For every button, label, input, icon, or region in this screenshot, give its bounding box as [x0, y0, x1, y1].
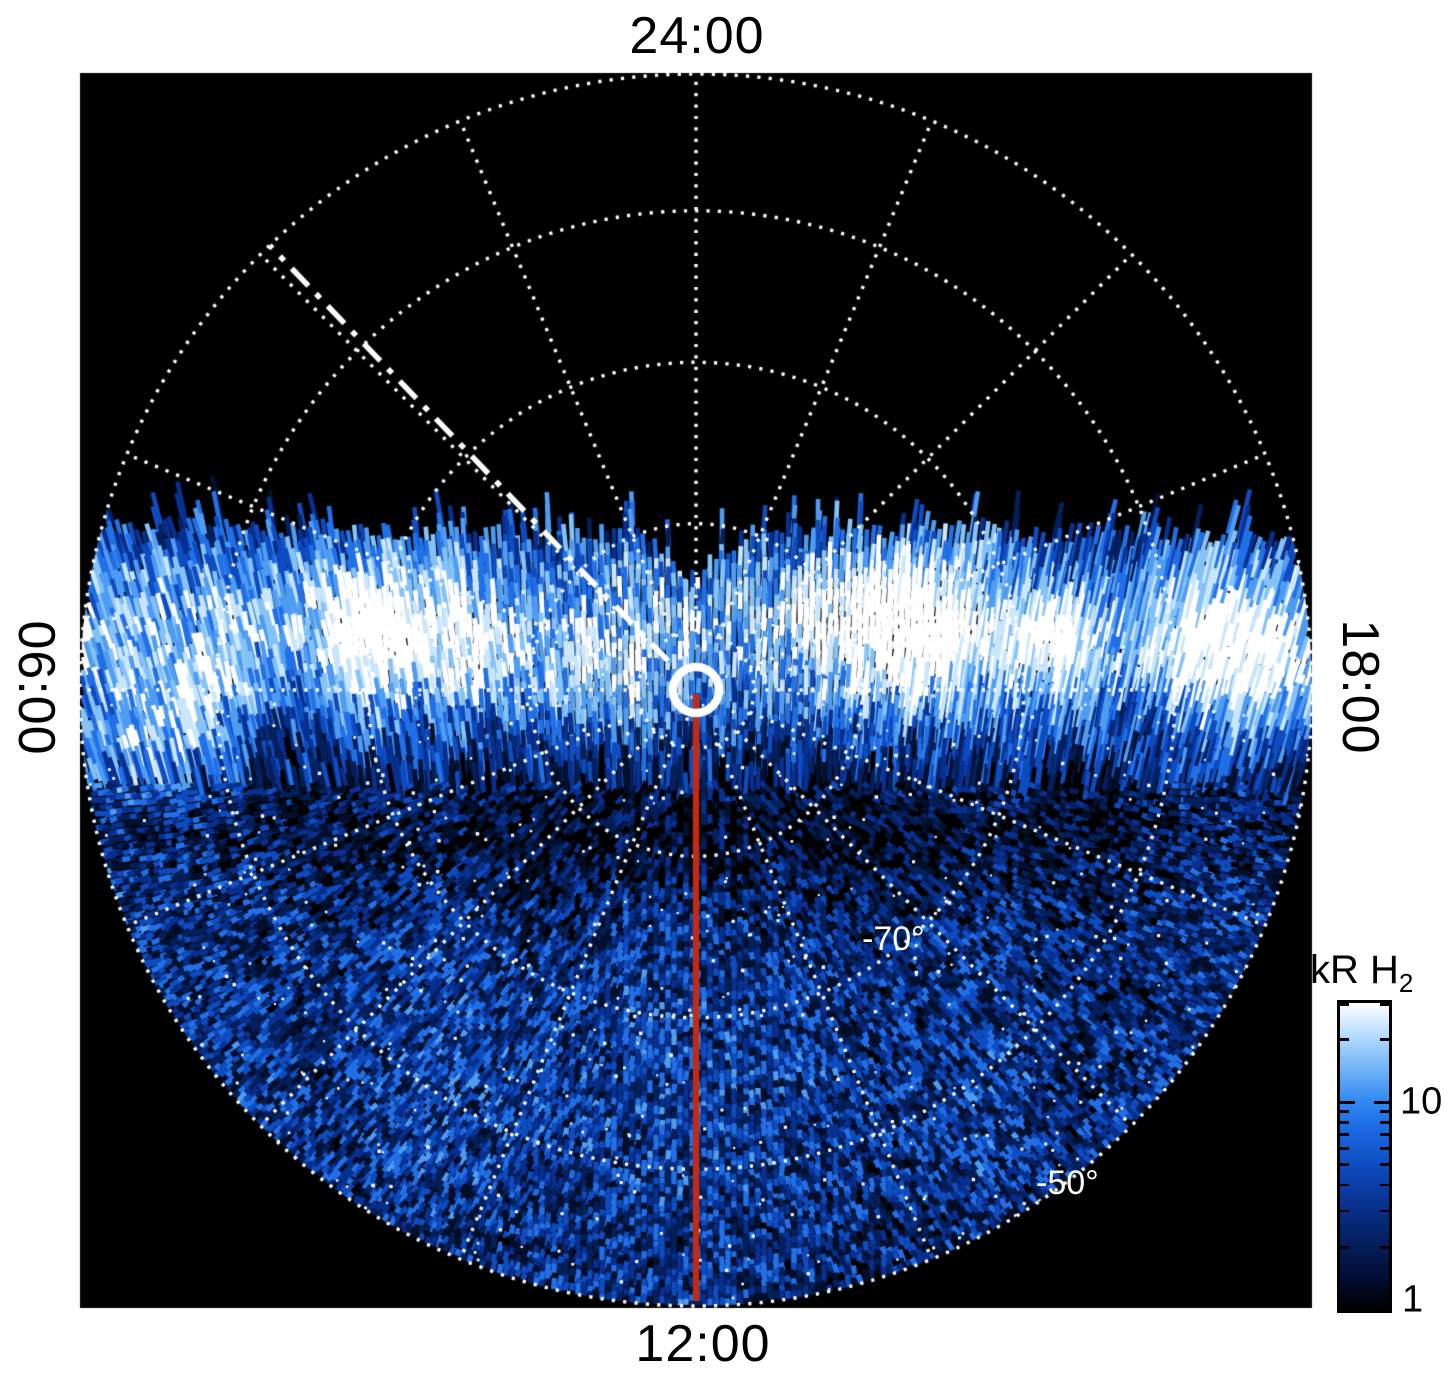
colorbar-tick	[1340, 1110, 1349, 1113]
colorbar-title-subscript: 2	[1398, 968, 1414, 998]
colorbar-tick	[1340, 1121, 1349, 1124]
colorbar-tick	[1380, 1246, 1389, 1249]
colorbar-tick	[1340, 1100, 1355, 1104]
colorbar-tick	[1380, 1003, 1389, 1006]
colorbar-bar	[1337, 1000, 1392, 1313]
colorbar-tick	[1340, 1163, 1349, 1166]
colorbar-title-main: kR H	[1310, 948, 1399, 992]
colorbar-tick	[1340, 1038, 1349, 1041]
colorbar-tick	[1380, 1121, 1389, 1124]
local-time-label-18: 18:00	[1331, 619, 1389, 755]
colorbar-tick	[1340, 1246, 1349, 1249]
colorbar-tick	[1340, 1147, 1349, 1150]
colorbar-tick-label-1: 1	[1402, 1278, 1424, 1321]
colorbar-tick	[1340, 1133, 1349, 1136]
colorbar-tick	[1380, 1133, 1389, 1136]
colorbar-tick	[1380, 1147, 1389, 1150]
local-time-label-06: 06:00	[7, 620, 65, 756]
colorbar-tick	[1380, 1038, 1389, 1041]
colorbar-tick	[1374, 1100, 1389, 1104]
local-time-label-24: 24:00	[629, 7, 765, 65]
colorbar-title: kR H2	[1310, 948, 1413, 999]
colorbar-tick	[1380, 1183, 1389, 1187]
colorbar-tick	[1380, 1110, 1389, 1113]
colorbar-tick	[1340, 1003, 1349, 1006]
colorbar-tick	[1340, 1209, 1349, 1213]
colorbar-tick-label-10: 10	[1400, 1080, 1443, 1123]
latitude-label-50: -50°	[1036, 1164, 1099, 1202]
colorbar-tick	[1340, 1183, 1349, 1187]
colorbar-tick	[1380, 1163, 1389, 1166]
colorbar-tick	[1380, 1209, 1389, 1213]
latitude-label-70: -70°	[862, 920, 925, 958]
local-time-label-12: 12:00	[635, 1315, 771, 1373]
